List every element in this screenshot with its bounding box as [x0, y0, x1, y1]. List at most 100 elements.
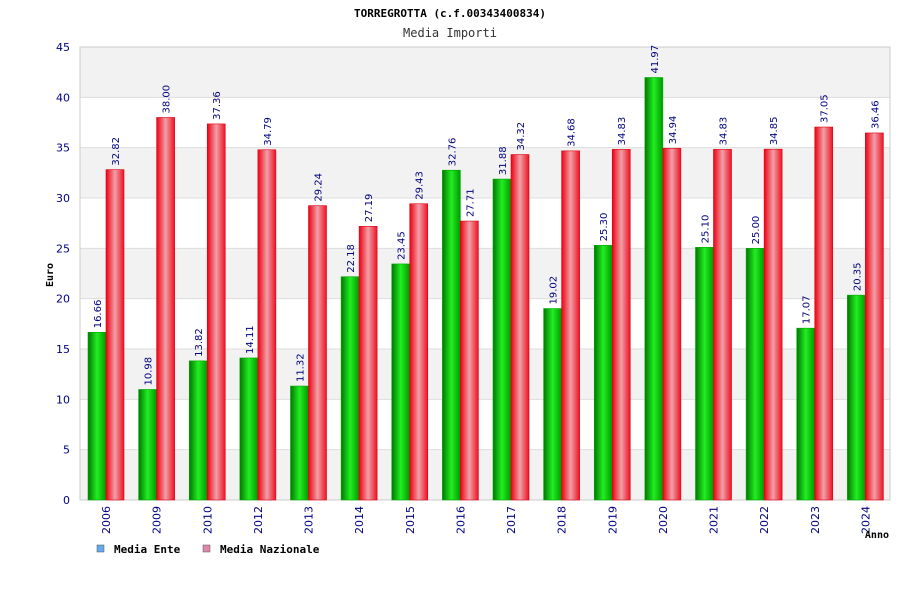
- x-tick-label: 2024: [859, 506, 872, 534]
- bar-media-nazionale: [409, 203, 429, 501]
- data-label-media-nazionale: 34.68: [567, 118, 578, 147]
- x-axis-label: Anno: [865, 530, 889, 541]
- bar-media-nazionale: [611, 149, 631, 501]
- data-label-media-nazionale: 29.43: [415, 171, 426, 200]
- bar-media-nazionale: [763, 148, 783, 501]
- bar-media-nazionale: [713, 149, 732, 501]
- legend-swatch-media-ente: [96, 544, 105, 553]
- y-tick-label: 0: [63, 494, 70, 507]
- bar-media-nazionale: [308, 205, 327, 501]
- bar-media-nazionale: [662, 147, 682, 501]
- bar-media-ente: [593, 245, 613, 501]
- x-tick-label: 2022: [758, 506, 771, 534]
- bar-media-ente: [340, 276, 360, 501]
- data-label-media-nazionale: 34.32: [516, 122, 527, 151]
- data-label-media-ente: 19.02: [549, 276, 560, 305]
- chart-subtitle: Media Importi: [403, 26, 497, 40]
- data-label-media-nazionale: 34.94: [668, 116, 679, 145]
- data-label-media-ente: 25.10: [701, 215, 712, 244]
- data-label-media-nazionale: 38.00: [162, 85, 173, 114]
- data-label-media-nazionale: 27.71: [465, 188, 476, 217]
- bar-media-nazionale: [865, 132, 884, 501]
- y-tick-label: 25: [56, 242, 70, 255]
- bar-media-ente: [391, 263, 411, 501]
- x-tick-label: 2021: [708, 506, 721, 534]
- data-label-media-ente: 10.98: [144, 357, 155, 386]
- data-label-media-ente: 11.32: [296, 353, 307, 382]
- data-label-media-ente: 22.18: [346, 244, 357, 273]
- bar-media-ente: [138, 389, 157, 501]
- y-tick-label: 10: [56, 393, 70, 406]
- data-label-media-ente: 41.97: [650, 45, 661, 74]
- bar-media-ente: [745, 248, 765, 501]
- y-tick-label: 20: [56, 293, 70, 306]
- y-axis-ticks: 0 5 10 15 20 25 30 35 40 45: [56, 41, 70, 507]
- x-tick-label: 2010: [201, 506, 214, 534]
- data-label-media-ente: 20.35: [852, 263, 863, 292]
- bar-media-ente: [239, 357, 259, 501]
- bar-media-nazionale: [460, 220, 479, 501]
- bar-media-nazionale: [358, 225, 378, 501]
- plot-border: [79, 46, 891, 501]
- y-tick-label: 30: [56, 192, 70, 205]
- y-tick-label: 5: [63, 444, 70, 457]
- x-tick-label: 2014: [353, 506, 366, 534]
- x-tick-label: 2012: [252, 506, 265, 534]
- bar-media-ente: [87, 331, 107, 501]
- x-tick-label: 2018: [556, 506, 569, 534]
- x-tick-label: 2015: [404, 506, 417, 534]
- data-label-media-ente: 32.76: [447, 138, 458, 167]
- data-label-media-nazionale: 32.82: [111, 137, 122, 166]
- bar-media-ente: [188, 360, 208, 501]
- bar-media-ente: [796, 327, 816, 501]
- data-label-media-ente: 14.11: [245, 325, 256, 354]
- bar-media-nazionale: [510, 154, 530, 501]
- x-tick-label: 2023: [809, 506, 822, 534]
- x-tick-label: 2017: [505, 506, 518, 534]
- x-tick-label: 2013: [303, 506, 316, 534]
- bar-media-nazionale: [257, 149, 277, 501]
- bar-media-ente: [543, 308, 562, 501]
- data-labels: 16.66 32.82 10.98 38.00 13.82 37.36 14.11 34.79…: [93, 45, 881, 386]
- bar-media-ente: [290, 385, 309, 501]
- x-tick-label: 2019: [606, 506, 619, 534]
- data-label-media-ente: 25.00: [751, 216, 762, 245]
- bar-media-nazionale: [561, 150, 580, 501]
- y-axis-label: Euro: [45, 263, 56, 287]
- data-label-media-nazionale: 34.79: [263, 117, 274, 146]
- bar-media-ente: [644, 77, 664, 501]
- bar-media-nazionale: [105, 169, 125, 501]
- bar-media-nazionale: [814, 126, 834, 501]
- data-label-media-nazionale: 34.85: [769, 117, 780, 146]
- data-label-media-ente: 23.45: [397, 231, 408, 260]
- data-label-media-nazionale: 37.36: [212, 91, 223, 120]
- data-label-media-nazionale: 29.24: [314, 173, 325, 202]
- y-tick-label: 35: [56, 142, 70, 155]
- grid-band: [80, 47, 890, 98]
- x-tick-label: 2016: [454, 506, 467, 534]
- legend-swatch-media-nazionale: [202, 544, 211, 553]
- bars: [87, 77, 884, 501]
- bar-media-ente: [695, 247, 714, 501]
- legend: Media Ente Media Nazionale: [96, 543, 320, 556]
- data-label-media-ente: 13.82: [194, 328, 205, 357]
- y-tick-label: 15: [56, 343, 70, 356]
- data-label-media-ente: 16.66: [93, 300, 104, 329]
- y-tick-label: 45: [56, 41, 70, 54]
- y-tick-label: 40: [56, 91, 70, 104]
- bar-media-ente: [847, 294, 866, 501]
- data-label-media-nazionale: 27.19: [364, 194, 375, 223]
- data-label-media-nazionale: 34.83: [719, 117, 730, 146]
- chart-title: TORREGROTTA (c.f.00343400834): [354, 7, 546, 20]
- legend-label-media-ente: Media Ente: [114, 543, 181, 556]
- data-label-media-ente: 17.07: [802, 296, 813, 325]
- bar-media-ente: [442, 169, 461, 501]
- data-label-media-ente: 25.30: [599, 213, 610, 242]
- x-tick-label: 2020: [657, 506, 670, 534]
- legend-label-media-nazionale: Media Nazionale: [220, 543, 320, 556]
- x-axis-ticks: 2006 2009 2010 2012 2013 2014 2015 2016 2017 2018…: [100, 506, 872, 534]
- bar-media-ente: [492, 178, 512, 501]
- x-tick-label: 2006: [100, 506, 113, 534]
- bar-media-nazionale: [156, 117, 175, 501]
